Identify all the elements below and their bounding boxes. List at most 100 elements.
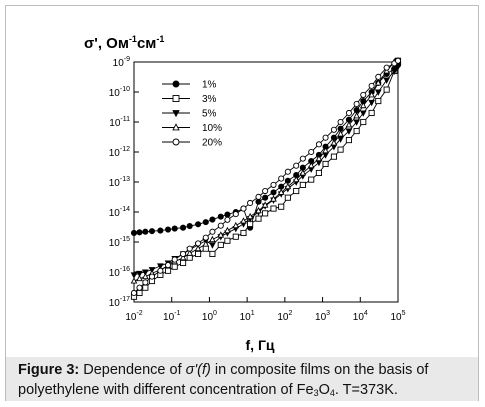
data-point <box>394 64 402 71</box>
data-point <box>186 254 193 261</box>
data-point <box>270 189 277 196</box>
data-point <box>194 244 202 252</box>
data-point <box>136 229 143 236</box>
x-tick-label: 100 <box>202 310 217 323</box>
x-tick-label: 105 <box>390 310 405 323</box>
legend-label: 3% <box>202 94 217 105</box>
data-point <box>383 86 390 93</box>
data-point <box>195 221 202 228</box>
data-point <box>270 205 277 212</box>
data-point <box>217 241 224 248</box>
data-point <box>171 263 178 270</box>
data-point <box>142 228 149 235</box>
data-point <box>240 205 247 212</box>
data-point <box>136 289 143 297</box>
y-axis-label: σ', Ом-1см-1 <box>84 34 164 52</box>
data-point <box>315 154 323 162</box>
data-point <box>130 277 138 284</box>
legend-label: 20% <box>202 138 222 149</box>
data-point <box>202 234 209 241</box>
data-point <box>277 188 285 195</box>
data-point <box>209 250 216 257</box>
data-point <box>186 245 193 252</box>
data-point <box>136 284 143 291</box>
data-point <box>383 64 390 71</box>
data-point <box>390 68 398 75</box>
data-point <box>209 235 216 243</box>
legend-marker <box>172 110 180 118</box>
data-point <box>247 199 254 207</box>
data-point <box>224 211 231 218</box>
data-point <box>142 272 149 280</box>
data-point <box>270 181 277 188</box>
x-axis-label: f, Гц <box>246 337 275 353</box>
data-point <box>240 229 247 237</box>
data-point <box>142 279 149 286</box>
data-point <box>142 284 149 291</box>
data-point <box>299 169 307 176</box>
data-point <box>270 195 277 202</box>
data-point <box>262 210 269 217</box>
y-tick-label: 10-10 <box>109 86 130 99</box>
data-point <box>278 175 285 182</box>
data-point <box>202 240 210 247</box>
data-point <box>232 211 239 218</box>
data-point <box>278 183 285 190</box>
data-point <box>157 227 164 234</box>
data-point <box>130 229 138 237</box>
caption-sub-4: 4 <box>329 388 335 398</box>
data-point <box>322 134 329 141</box>
y-tick-label: 10-9 <box>113 56 130 69</box>
series-10pct <box>130 56 402 284</box>
data-point <box>246 212 254 220</box>
data-point <box>353 127 360 135</box>
data-point <box>217 213 224 220</box>
data-point <box>136 270 143 278</box>
data-point <box>284 177 291 184</box>
data-point <box>359 101 367 109</box>
data-point <box>136 274 143 282</box>
legend-label: 1% <box>202 80 217 91</box>
data-point <box>353 119 360 126</box>
chart: σ', Ом-1см-1 f, Гц 10-2 10-1 100 101 102 103 1… <box>78 32 416 358</box>
data-point <box>374 79 382 86</box>
y-tick-label: 10-14 <box>109 206 130 219</box>
data-point <box>284 194 291 201</box>
data-point <box>353 112 360 119</box>
data-point <box>375 73 382 80</box>
data-point <box>308 148 315 156</box>
legend-marker <box>172 95 180 102</box>
data-point <box>224 216 231 223</box>
data-point <box>165 262 172 269</box>
data-point <box>209 242 216 249</box>
data-point <box>360 118 367 126</box>
series-20pct <box>130 57 402 297</box>
legend-label: 10% <box>202 123 222 134</box>
data-point <box>262 194 269 201</box>
data-point <box>299 155 306 162</box>
data-point <box>337 130 344 137</box>
data-point <box>217 231 225 238</box>
data-point <box>359 110 367 117</box>
data-point <box>180 259 187 267</box>
data-point <box>284 182 292 190</box>
x-tick-label: 104 <box>353 310 368 323</box>
data-point <box>322 146 329 154</box>
chart-svg: σ', Ом-1см-1 f, Гц 10-2 10-1 100 101 102 103 1… <box>84 34 406 353</box>
data-point <box>330 126 337 133</box>
data-point <box>179 253 187 261</box>
legend: 1% 3% 5% 10% 20% <box>162 80 222 149</box>
data-point <box>224 226 231 234</box>
data-point <box>374 89 382 96</box>
data-point <box>165 267 172 274</box>
data-point <box>255 198 262 205</box>
data-point <box>315 141 322 148</box>
y-tick-label: 10-15 <box>109 236 130 249</box>
data-point <box>337 136 344 143</box>
data-point <box>375 97 382 105</box>
data-point <box>383 77 390 84</box>
data-point <box>209 216 216 223</box>
data-point <box>337 118 344 126</box>
data-point <box>330 139 338 146</box>
legend-label: 5% <box>202 109 217 120</box>
